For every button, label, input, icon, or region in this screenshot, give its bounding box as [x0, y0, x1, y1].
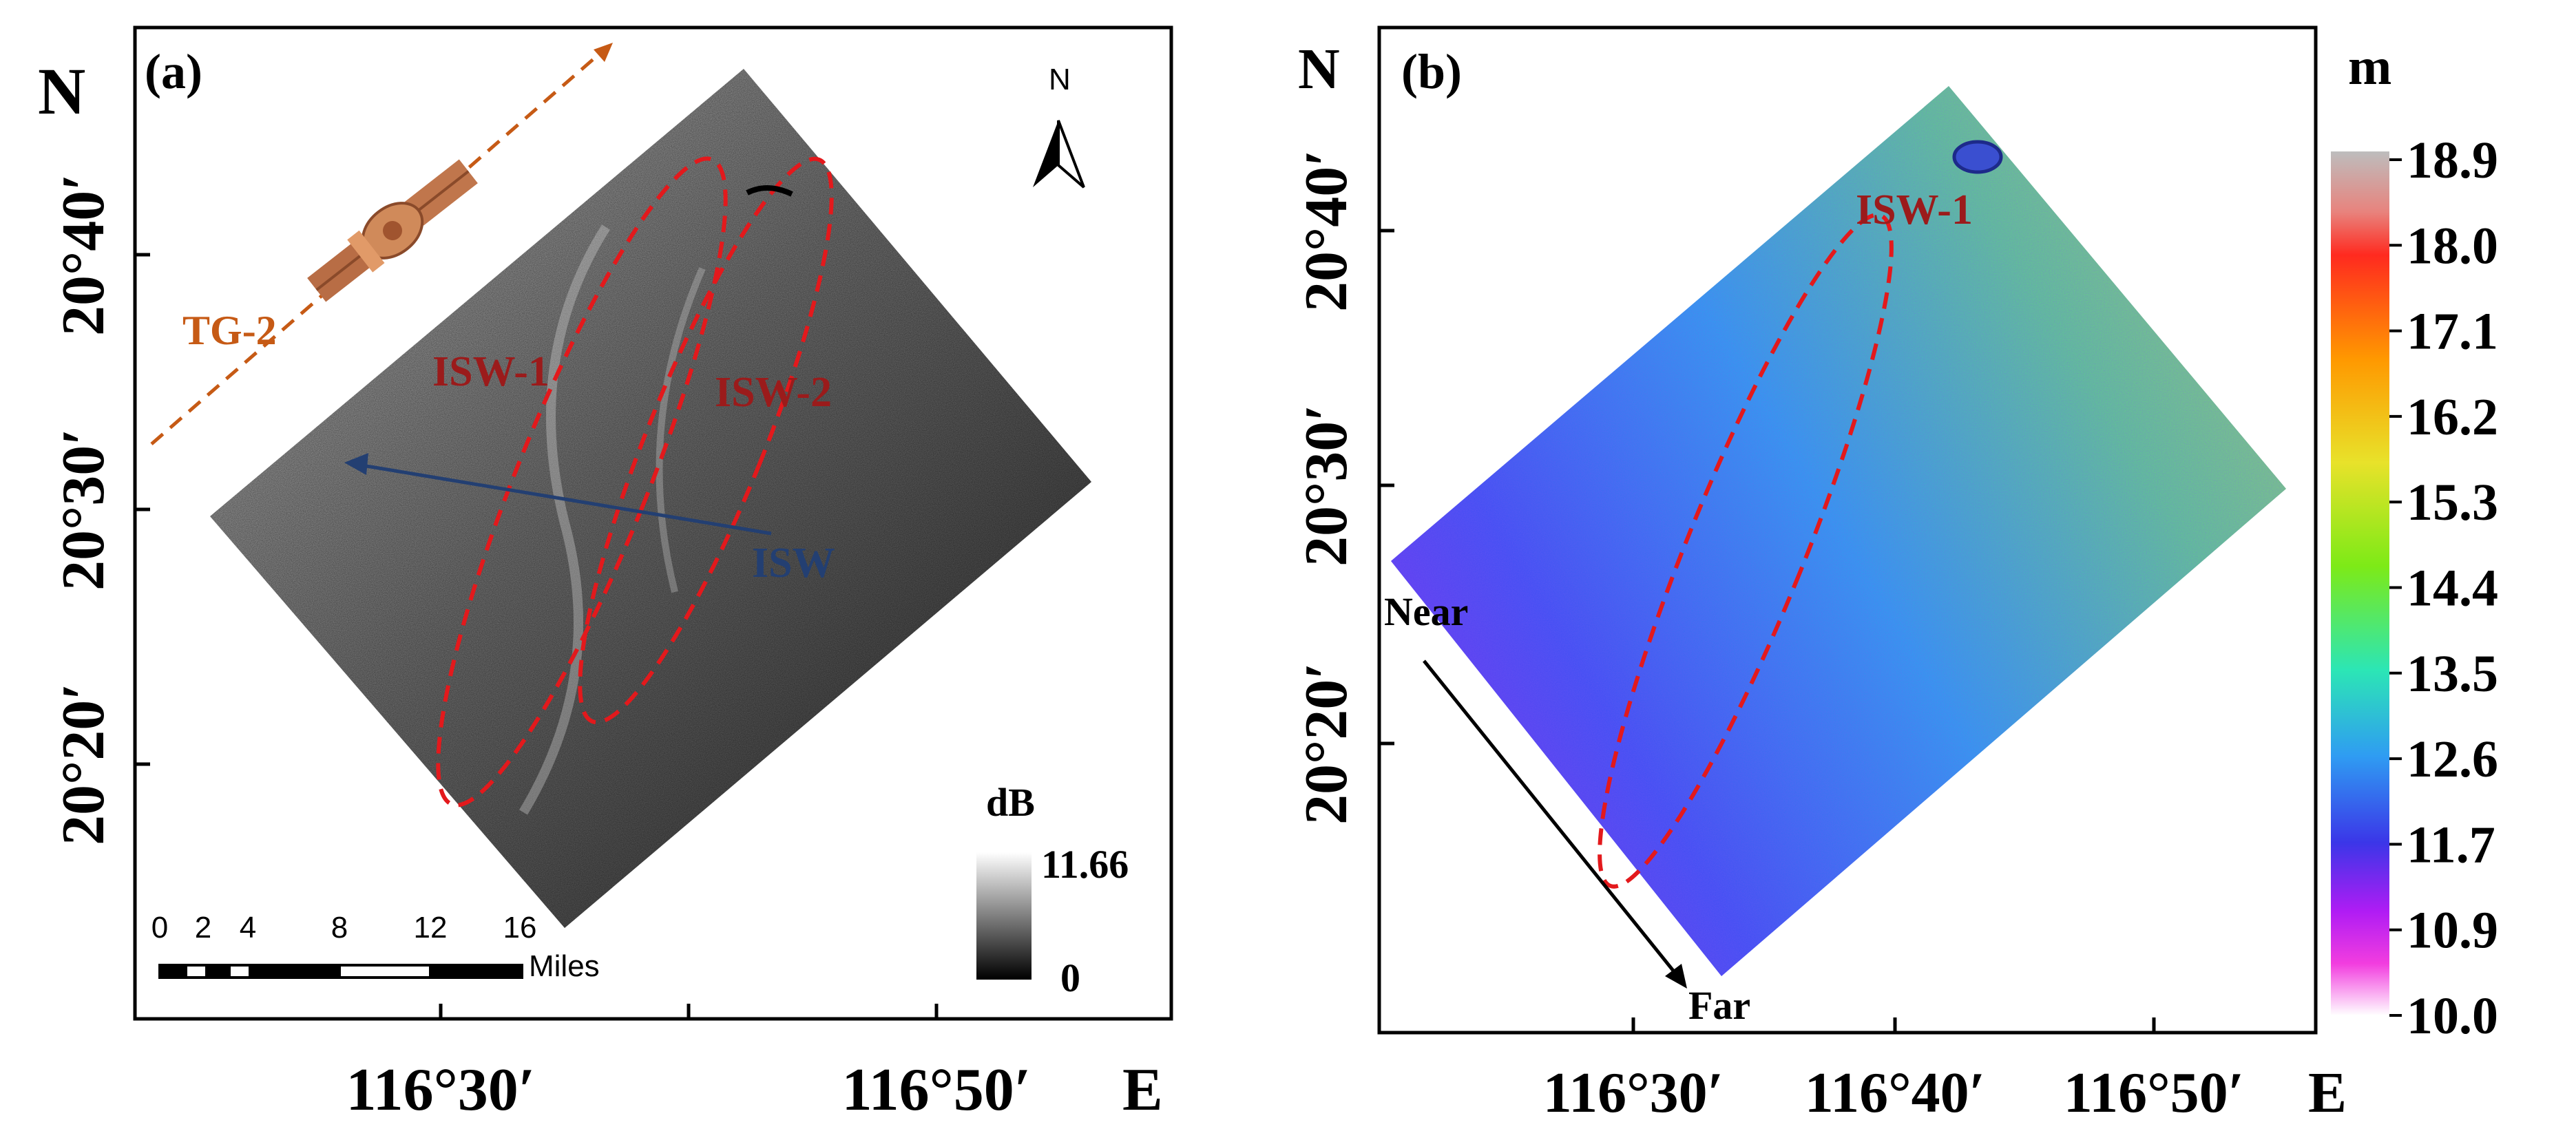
isw-2-label: ISW-2 [715, 369, 832, 416]
isw-1-label: ISW-1 [432, 348, 549, 395]
depth-colorbar-ticks: 18.9 18.0 17.1 16.2 15.3 14.4 13.5 12.6 11.7 10.9… [2389, 131, 2498, 1045]
isw-arrow-label: ISW [752, 540, 835, 587]
depth-tick-label: 12.6 [2407, 730, 2498, 788]
isw-outlines [436, 156, 834, 807]
satellite-track-arrowhead [594, 43, 613, 62]
scale-unit: Miles [529, 949, 600, 983]
panel-a-label: (a) [145, 44, 202, 99]
panel-a-lon-30: 116°30′ [346, 1057, 535, 1123]
depth-tick-label: 10.0 [2407, 987, 2498, 1045]
satellite-track-label: TG-2 [182, 308, 277, 353]
scale-bar: 0 2 4 8 12 16 Miles [151, 911, 600, 983]
db-colorbar-min: 0 [1060, 956, 1080, 1000]
far-label: Far [1688, 983, 1750, 1028]
panel-b: ISW-1 Near Far (b) N 20°40′ 20°30′ 20°20… [1293, 25, 2498, 1125]
depth-tick-label: 11.7 [2407, 816, 2495, 874]
panel-b-label: (b) [1401, 44, 1462, 99]
panel-b-lat-40: 20°40′ [1293, 149, 1360, 312]
panel-b-lat-30: 20°30′ [1293, 404, 1360, 567]
panel-b-east-letter: E [2308, 1061, 2347, 1125]
panel-b-lon-30: 116°30′ [1543, 1061, 1724, 1125]
north-arrow-icon: N [1033, 63, 1085, 189]
scale-tick-0: 0 [151, 911, 168, 944]
panel-b-north-letter: N [1298, 37, 1340, 101]
db-colorbar-unit: dB [986, 780, 1035, 825]
scale-tick-2: 2 [195, 911, 211, 944]
scale-tick-12: 12 [414, 911, 448, 944]
small-black-arrow [746, 184, 793, 197]
depth-tick-label: 16.2 [2407, 388, 2498, 446]
panel-b-ticks [1379, 229, 2156, 1033]
scale-tick-8: 8 [331, 911, 348, 944]
panel-a-north-letter: N [38, 54, 85, 128]
depth-colorbar-unit: m [2348, 38, 2391, 96]
panel-b-lon-40: 116°40′ [1805, 1061, 1986, 1125]
panel-b-isw-1-outline [1598, 213, 1894, 889]
isw-arrow [357, 463, 772, 536]
panel-a-lat-40: 20°40′ [50, 173, 117, 336]
panel-b-lon-50: 116°50′ [2064, 1061, 2245, 1125]
isw-1-outline [436, 156, 728, 807]
panel-a-lat-20: 20°20′ [50, 683, 117, 845]
panel-a-lat-30: 20°30′ [50, 428, 117, 591]
panel-b-lat-20: 20°20′ [1293, 662, 1360, 825]
panel-a-lon-50: 116°50′ [841, 1057, 1031, 1123]
panel-a: TG-2 ISW-1 ISW-2 ISW N 0 2 4 [38, 25, 1173, 1123]
satellite-icon [307, 159, 478, 302]
scale-tick-4: 4 [240, 911, 256, 944]
depth-tick-label: 17.1 [2407, 303, 2498, 361]
near-label: Near [1384, 589, 1468, 634]
depth-tick-label: 10.9 [2407, 902, 2498, 960]
north-arrow-label: N [1049, 63, 1071, 96]
depth-tick-label: 13.5 [2407, 645, 2498, 703]
depth-colorbar: m 18.9 18.0 17.1 16.2 15.3 14.4 13.5 12.6 11.7 10… [2331, 38, 2498, 1045]
db-colorbar: dB 11.66 0 [976, 780, 1129, 1000]
range-arrowhead [1665, 964, 1687, 989]
isw-arrowhead [344, 453, 368, 475]
panel-a-east-letter: E [1122, 1057, 1163, 1123]
panel-a-ticks [135, 253, 939, 1019]
db-colorbar-max: 11.66 [1041, 842, 1129, 887]
depth-tick-label: 14.4 [2407, 560, 2498, 618]
depth-tick-label: 18.0 [2407, 217, 2498, 275]
scale-tick-16: 16 [503, 911, 537, 944]
depth-tick-label: 15.3 [2407, 474, 2498, 531]
isw-2-outline [578, 156, 834, 725]
depth-tick-label: 18.9 [2407, 131, 2498, 189]
panel-b-isw-1-label: ISW-1 [1856, 187, 1973, 233]
range-arrow [1423, 659, 1680, 979]
